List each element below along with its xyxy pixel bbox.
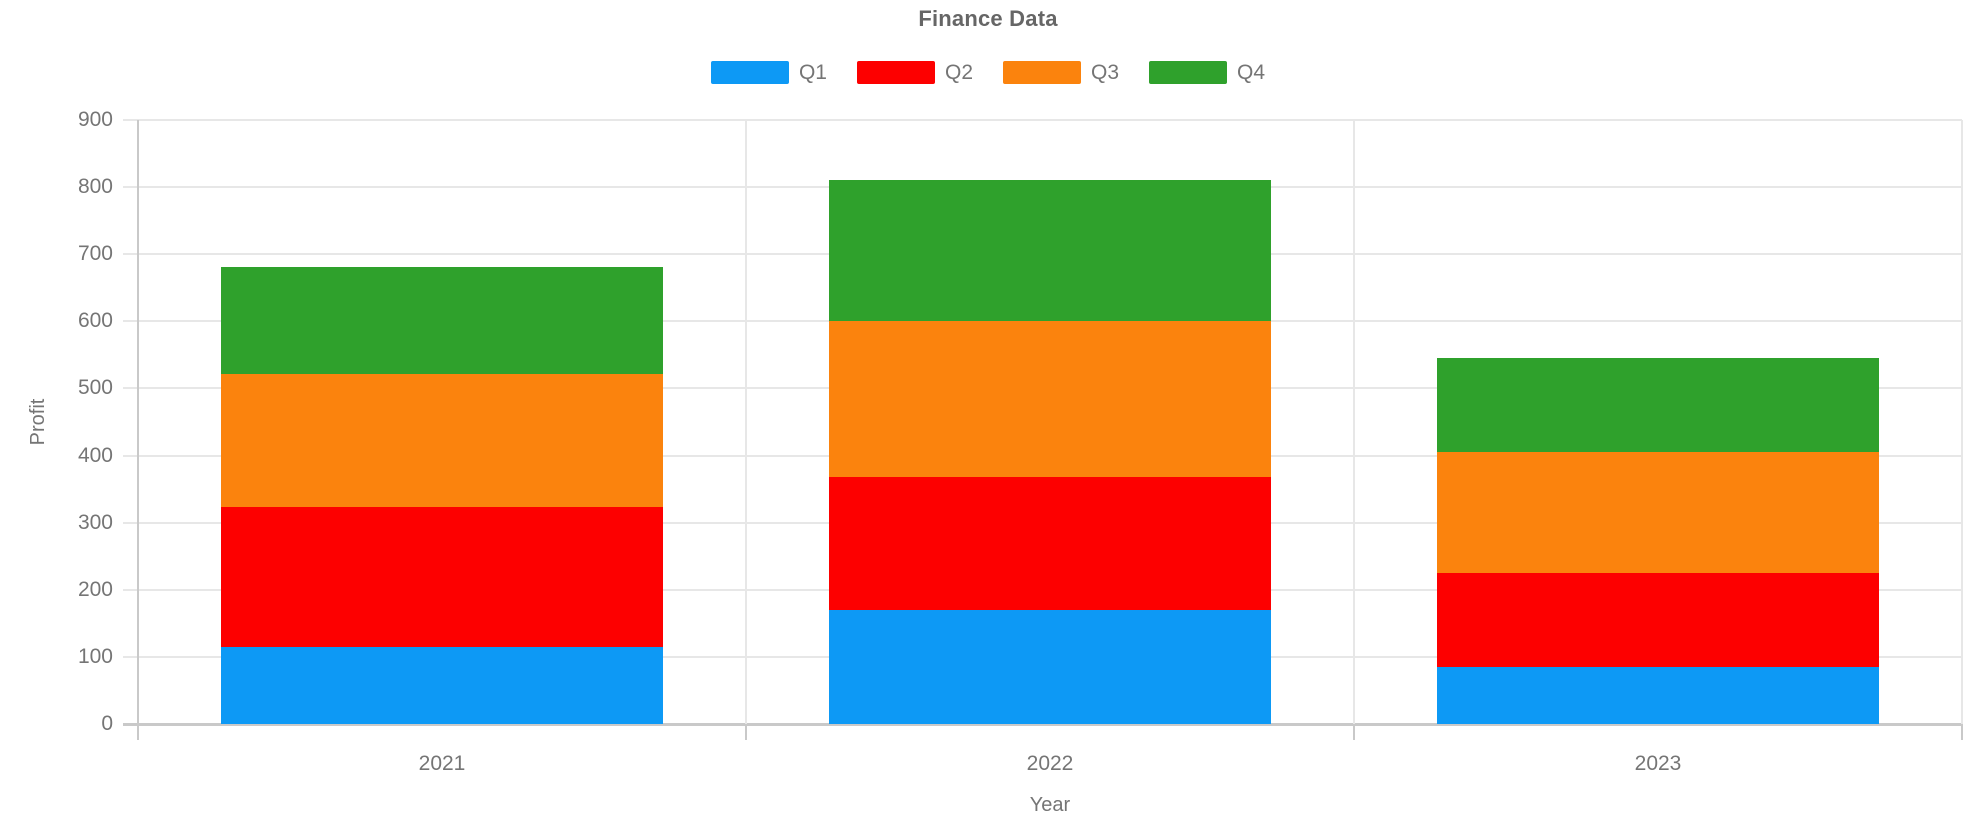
y-tick-label: 0 [101, 712, 113, 735]
bar-2022-q2 [829, 477, 1271, 610]
y-tick-label: 100 [77, 644, 113, 668]
x-axis-tick [1961, 724, 1963, 740]
legend-item-q1[interactable]: Q1 [710, 60, 827, 84]
x-tick-label: 2022 [1026, 752, 1074, 775]
legend-label: Q1 [798, 60, 827, 84]
bar-2022-q3 [829, 321, 1271, 478]
y-gridline [123, 119, 1962, 121]
bar-2023-q3 [1437, 452, 1879, 573]
legend-label: Q3 [1091, 60, 1120, 84]
y-tick-label: 600 [77, 309, 113, 333]
legend-item-q4[interactable]: Q4 [1149, 60, 1266, 84]
legend-swatch-q3 [1003, 60, 1081, 84]
bar-2023-q1 [1437, 666, 1879, 724]
bar-2022-q1 [829, 609, 1271, 724]
y-tick-label: 800 [77, 175, 113, 199]
legend-item-q2[interactable]: Q2 [856, 60, 973, 84]
x-axis-tick [1353, 724, 1355, 740]
x-tick-label: 2021 [418, 752, 466, 775]
y-axis-title: Profit [27, 398, 49, 446]
category-gridline [1961, 120, 1963, 724]
x-axis-baseline [123, 723, 1962, 726]
y-tick-label: 900 [77, 108, 113, 131]
legend-label: Q2 [944, 60, 973, 84]
bar-2023-q2 [1437, 573, 1879, 667]
y-tick-label: 500 [77, 376, 113, 400]
x-tick-label: 2023 [1634, 752, 1682, 775]
legend-swatch-q1 [710, 60, 789, 84]
x-axis-tick [745, 724, 747, 740]
bar-2021-q3 [221, 374, 663, 508]
legend-swatch-q4 [1149, 60, 1228, 84]
bar-2021-q2 [221, 507, 663, 647]
legend-swatch-q2 [856, 60, 935, 84]
y-tick-label: 400 [77, 443, 113, 467]
bar-2022-q4 [829, 180, 1271, 322]
bar-2021-q4 [221, 266, 663, 375]
y-tick-label: 300 [77, 510, 113, 534]
x-axis-title: Year [1029, 794, 1071, 816]
bar-2021-q1 [221, 646, 663, 724]
chart-title: Finance Data [918, 6, 1058, 31]
legend: Q1 Q2 Q3 Q4 [0, 58, 1976, 86]
bar-2023-q4 [1437, 358, 1879, 453]
legend-item-q3[interactable]: Q3 [1003, 60, 1120, 84]
y-tick-label: 700 [77, 242, 113, 266]
y-tick-label: 200 [77, 577, 113, 601]
y-axis-line [137, 120, 139, 740]
category-gridline [745, 120, 747, 724]
legend-label: Q4 [1237, 60, 1266, 84]
category-gridline [1353, 120, 1355, 724]
